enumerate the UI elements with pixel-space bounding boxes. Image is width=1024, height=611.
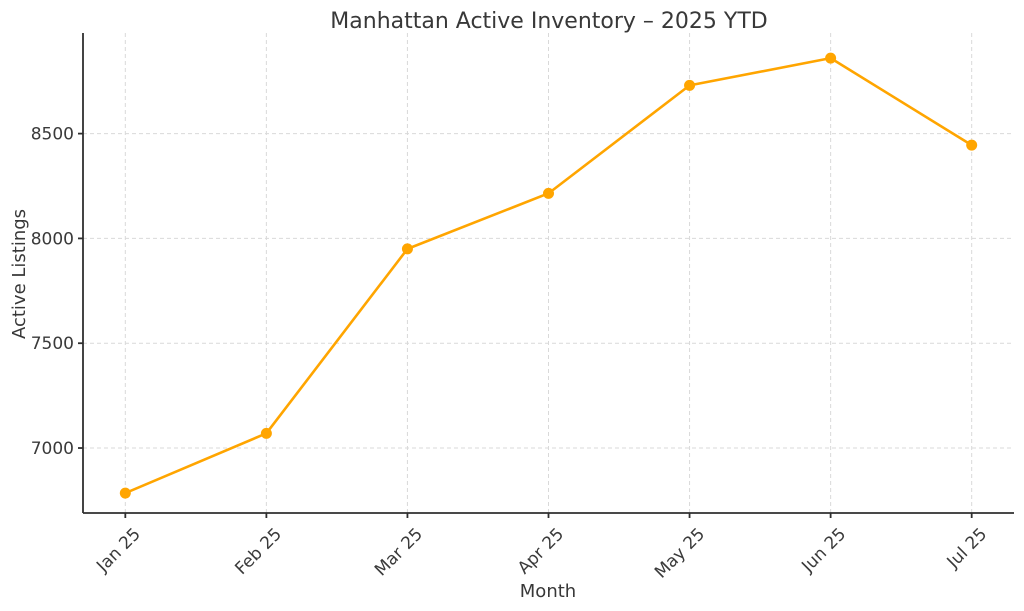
- y-tick-label: 8500: [31, 125, 74, 145]
- line-series: [119, 52, 978, 499]
- x-tick-label: Jan 25: [92, 524, 145, 577]
- data-point: [260, 427, 272, 439]
- data-point: [684, 79, 696, 91]
- x-tick-label: May 25: [651, 524, 709, 582]
- x-axis-label: Month: [520, 581, 576, 602]
- data-point: [543, 187, 554, 199]
- data-point: [119, 487, 131, 499]
- data-point: [401, 243, 413, 255]
- data-point: [825, 52, 837, 64]
- x-tick-label: Jun 25: [797, 524, 850, 577]
- x-tick-label: Feb 25: [231, 524, 286, 579]
- x-tick-label: Jul 25: [943, 524, 991, 572]
- y-axis-label: Active Listings: [9, 209, 30, 339]
- y-tick-label: 7500: [31, 334, 74, 354]
- y-tick-label: 8000: [31, 229, 74, 249]
- x-tick-label: Mar 25: [371, 524, 427, 580]
- x-tick-label: Apr 25: [514, 524, 568, 578]
- data-point: [966, 139, 978, 151]
- axes: [78, 33, 1014, 518]
- chart-title: Manhattan Active Inventory – 2025 YTD: [330, 9, 767, 34]
- y-tick-label: 7000: [31, 439, 74, 459]
- gridlines: [83, 33, 1014, 513]
